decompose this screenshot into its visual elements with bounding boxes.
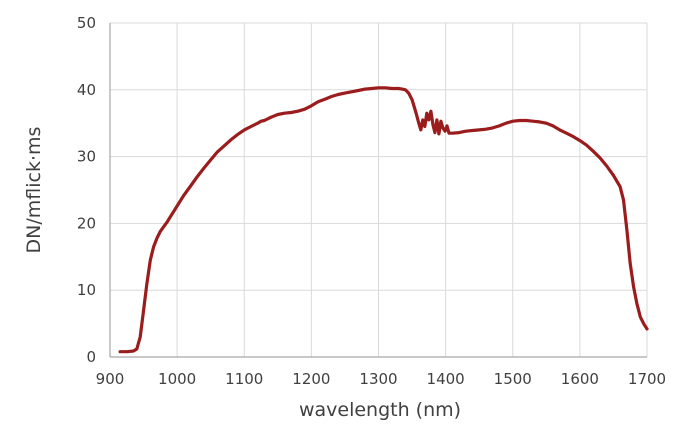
x-tick-labels: 900 1000 1100 1200 1300 1400 1500 1600 1700: [96, 370, 666, 388]
y-tick-labels: 0 10 20 30 40 50: [77, 14, 96, 366]
x-tick-label: 1500: [494, 370, 532, 388]
x-tick-label: 1700: [628, 370, 666, 388]
y-tick-label: 50: [77, 14, 96, 32]
x-axis-title: wavelength (nm): [299, 399, 461, 421]
x-tick-label: 1200: [292, 370, 330, 388]
x-tick-label: 1300: [359, 370, 397, 388]
axes: [109, 23, 647, 358]
x-tick-label: 1100: [225, 370, 263, 388]
y-tick-label: 30: [77, 148, 96, 166]
x-tick-label: 900: [96, 370, 125, 388]
y-tick-label: 40: [77, 81, 96, 99]
grid: [109, 22, 648, 358]
y-tick-label: 10: [77, 281, 96, 299]
x-tick-label: 1400: [427, 370, 465, 388]
x-tick-label: 1000: [158, 370, 196, 388]
x-tick-label: 1600: [561, 370, 599, 388]
y-axis-title: DN/mflick·ms: [23, 127, 45, 254]
series-line: [118, 86, 649, 354]
series-layer: [118, 86, 649, 354]
y-tick-label: 20: [77, 214, 96, 232]
y-tick-label: 0: [86, 348, 96, 366]
